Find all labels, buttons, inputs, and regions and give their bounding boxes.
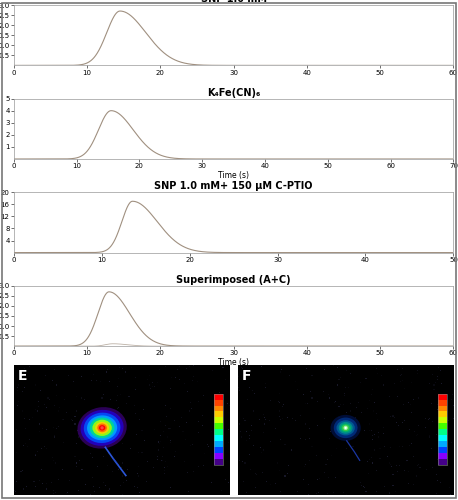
Title: Superimposed (A+C): Superimposed (A+C) [176, 275, 291, 285]
Bar [438, 436, 447, 442]
Text: F: F [242, 369, 252, 383]
Ellipse shape [97, 424, 107, 432]
Ellipse shape [338, 422, 353, 434]
Bar [214, 394, 223, 400]
Ellipse shape [99, 425, 105, 430]
Bar [214, 436, 223, 442]
Bar [438, 406, 447, 411]
Ellipse shape [344, 427, 347, 429]
Bar [438, 430, 447, 436]
Bar [214, 394, 223, 465]
Bar [214, 400, 223, 406]
Bar [214, 406, 223, 411]
Bar [214, 459, 223, 465]
Bar [438, 447, 447, 453]
Ellipse shape [337, 420, 355, 436]
Title: K₄Fe(CN)₆: K₄Fe(CN)₆ [207, 88, 260, 98]
Ellipse shape [342, 424, 349, 431]
Bar [438, 442, 447, 447]
Bar [438, 394, 447, 465]
Ellipse shape [334, 418, 358, 438]
Ellipse shape [95, 422, 109, 434]
Bar [214, 412, 223, 418]
Ellipse shape [90, 418, 114, 438]
Title: SNP 1.0 mM+ 150 µM C-PTIO: SNP 1.0 mM+ 150 µM C-PTIO [154, 182, 313, 192]
Ellipse shape [93, 420, 112, 436]
Bar [214, 430, 223, 436]
Y-axis label: RLU (x10³): RLU (x10³) [0, 108, 2, 149]
Ellipse shape [340, 424, 351, 432]
Ellipse shape [331, 415, 361, 441]
Ellipse shape [100, 426, 104, 430]
Ellipse shape [81, 410, 124, 446]
Bar [438, 394, 447, 400]
Bar [214, 453, 223, 459]
X-axis label: Time (s): Time (s) [218, 358, 249, 366]
Bar [438, 424, 447, 430]
Ellipse shape [84, 412, 120, 443]
Ellipse shape [77, 407, 127, 449]
Ellipse shape [87, 416, 117, 440]
Text: E: E [18, 369, 27, 383]
Bar [214, 418, 223, 424]
Bar [438, 453, 447, 459]
Bar [438, 418, 447, 424]
Bar [214, 447, 223, 453]
Bar [214, 442, 223, 447]
Bar [438, 400, 447, 406]
Bar [214, 424, 223, 430]
Bar [438, 412, 447, 418]
Ellipse shape [344, 426, 348, 430]
Bar [438, 459, 447, 465]
Title: SNP 1.0 mM: SNP 1.0 mM [201, 0, 267, 4]
X-axis label: Time (s): Time (s) [218, 170, 249, 179]
